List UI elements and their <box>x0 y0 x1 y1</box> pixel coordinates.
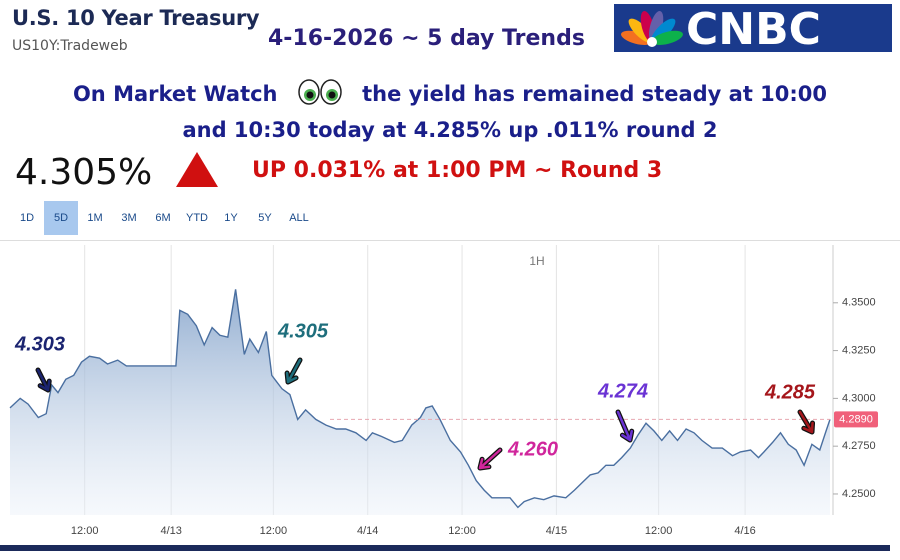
y-tick-label: 4.2750 <box>842 440 876 452</box>
range-button[interactable]: 5D <box>44 201 78 235</box>
range-button[interactable]: YTD <box>186 212 208 224</box>
x-tick-label: 12:00 <box>260 525 288 537</box>
range-button[interactable]: 5Y <box>258 212 272 224</box>
bottom-bar <box>0 545 890 551</box>
y-tick-label: 4.2500 <box>842 488 876 500</box>
x-tick-label: 4/16 <box>734 525 755 537</box>
annotation-arrow <box>616 410 633 442</box>
up-triangle <box>176 152 218 187</box>
quote-note: UP 0.031% at 1:00 PM ~ Round 3 <box>252 158 663 183</box>
line <box>9 289 831 509</box>
trend-title: 4-16-2026 ~ 5 day Trends <box>268 26 585 51</box>
range-button[interactable]: 1D <box>19 212 35 224</box>
peacock <box>621 11 683 47</box>
range-button[interactable]: 1Y <box>224 212 238 224</box>
area <box>10 289 830 515</box>
range-button[interactable]: 1M <box>87 212 103 224</box>
annotation-arrow <box>478 448 502 470</box>
y-tick-label: 4.3250 <box>842 344 876 356</box>
x-tick-label: 4/15 <box>546 525 567 537</box>
range-button[interactable]: 6M <box>155 212 171 224</box>
logo-text: CNBC <box>686 4 821 52</box>
headline: On Market Watch the yield has remained s… <box>0 76 900 148</box>
chart: 1H 12:00 4/13 12:00 4/14 12:00 4/15 12:00 4/16 4.… <box>0 240 900 551</box>
annotation: 4.274 <box>597 380 648 402</box>
annotation: 4.303 <box>14 333 65 355</box>
annotation: 4.260 <box>507 438 558 460</box>
interval-label: 1H <box>529 254 544 268</box>
headline-text: the yield has remained steady at 10:00 <box>362 82 828 106</box>
price: 4.305% <box>15 152 153 193</box>
annotation-arrow <box>36 368 51 392</box>
x-tick-label: 12:00 <box>71 525 99 537</box>
annotation: 4.305 <box>277 320 329 342</box>
range-button[interactable]: ALL <box>289 212 309 224</box>
x-tick-label: 4/14 <box>357 525 378 537</box>
reference-label: 4.2890 <box>839 413 873 425</box>
range-selector: 1D 5D 1M 3M 6M YTD 1Y 5Y ALL <box>10 201 316 235</box>
x-tick-label: 12:00 <box>448 525 476 537</box>
annotation-arrow <box>798 410 814 434</box>
logo: CNBC <box>614 4 892 55</box>
range-button[interactable]: 3M <box>121 212 137 224</box>
reference-tag <box>834 411 878 428</box>
y-tick-label: 4.3000 <box>842 392 876 404</box>
headline-text: and 10:30 today at 4.285% up .011% round… <box>182 118 718 142</box>
page-title: U.S. 10 Year Treasury <box>12 6 260 30</box>
symbol: US10Y:Tradeweb <box>12 38 128 54</box>
logo-graphic: CNBC <box>621 4 821 55</box>
annotation-arrow <box>285 358 302 384</box>
annotation: 4.285 <box>764 381 816 403</box>
x-tick-label: 12:00 <box>645 525 673 537</box>
y-tick-label: 4.3500 <box>842 297 876 309</box>
x-tick-label: 4/13 <box>160 525 181 537</box>
eyes-emoji <box>298 79 342 105</box>
headline-text: On Market Watch <box>72 82 278 106</box>
